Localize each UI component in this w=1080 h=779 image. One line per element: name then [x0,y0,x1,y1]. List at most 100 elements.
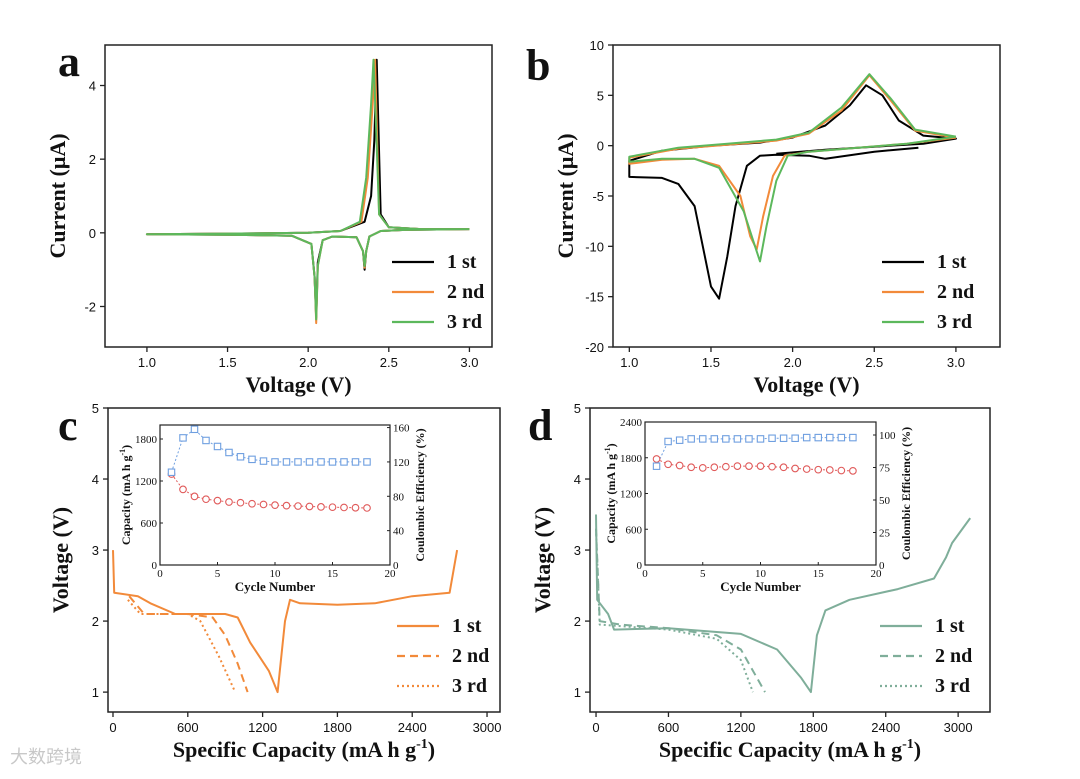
capacity-point [825,466,834,474]
legend-label: 2 nd [937,281,974,303]
inset-y-tick-label-right: 0 [879,560,885,572]
x-tick-label: 2400 [398,720,427,735]
inset-y-tick-label-left: 1200 [620,489,643,501]
inset-y-tick-label-right: 75 [879,463,891,475]
y-tick-label: 3 [92,543,99,558]
capacity-point [733,462,742,470]
legend-label: 1 st [937,251,967,273]
capacity-point [791,464,800,473]
watermark: 大数跨境 [10,747,82,768]
inset-chart: 0 5 10 15 2006001200180024000255075100Cycle … [603,417,913,594]
efficiency-point [363,458,371,466]
capacity-point [756,462,765,470]
y-tick-label: -2 [84,299,96,314]
y-tick-label: 4 [574,472,581,487]
y-tick-label: 2 [89,152,96,167]
capacity-point [248,499,256,508]
capacity-point [363,504,371,512]
efficiency-point [687,435,695,443]
capacity-point [305,502,314,511]
series-line-1st [112,549,459,694]
x-tick-label: 1.0 [620,355,638,370]
efficiency-point [225,448,233,457]
inset-y-tick-label-left: 0 [637,560,643,572]
x-tick-label: 1800 [799,720,828,735]
efficiency-point [710,435,719,443]
inset-x-tick-label: 20 [871,568,883,580]
series-line-2nd [128,595,249,693]
efficiency-point [213,442,222,451]
inset-y-tick-label-right: 0 [393,560,399,572]
capacity-point [179,485,187,494]
efficiency-point [791,434,799,442]
efficiency-point [722,435,730,443]
capacity-point [849,467,857,475]
efficiency-point [190,425,199,434]
inset-frame [644,421,877,566]
x-tick-label: 600 [658,720,680,735]
panel-letter: c [58,401,78,450]
series-line-2nd [145,58,470,325]
capacity-point [351,503,360,512]
inset-x-tick-label: 15 [327,568,339,580]
efficiency-point [698,435,707,443]
capacity-point [675,461,684,470]
x-axis-label-end: ) [914,737,921,762]
x-tick-label: 2.0 [299,355,317,370]
series-line-3rd [595,528,754,693]
series-line-1st [628,84,957,300]
efficiency-point [675,436,684,444]
x-tick-label: 3.0 [460,355,478,370]
efficiency-point [779,434,788,442]
y-axis-label: Voltage (V) [48,507,73,613]
efficiency-point [756,435,765,443]
x-tick-label: 600 [177,720,199,735]
legend-label: 1 st [452,615,482,637]
efficiency-point [167,468,176,476]
inset-x-tick-label: 5 [215,568,221,580]
panel-letter: d [528,401,552,450]
legend-label: 2 nd [447,281,484,303]
series-line-2nd [628,74,957,251]
inset-y-tick-label-left: 1800 [620,453,643,465]
inset-y-label-end: ) [604,443,618,447]
efficiency-point [849,433,857,442]
legend-label: 2 nd [935,645,972,667]
x-axis-label: Voltage (V) [245,372,351,397]
x-tick-label: 0 [592,720,599,735]
x-tick-label: 2.5 [865,355,883,370]
legend-label: 2 nd [452,645,489,667]
plot-frame [107,407,501,713]
capacity-point [802,465,811,473]
legend-label: 3 rd [452,675,487,697]
x-tick-label: 2.0 [784,355,802,370]
y-tick-label: -20 [585,340,604,355]
x-tick-label: 0 [109,720,116,735]
y-tick-label: -5 [592,189,604,204]
panel-letter: a [58,37,80,86]
inset-y-tick-label-right: 25 [879,528,891,540]
y-tick-label: 5 [597,88,604,103]
x-tick-label: 1.5 [219,355,237,370]
capacity-point [779,463,788,472]
efficiency-point [271,458,279,466]
y-tick-label: 10 [590,38,604,53]
inset-frame [159,424,391,566]
series-line-1st [595,514,972,694]
series-line-3rd [145,58,470,321]
inset-x-tick-label: 0 [642,568,648,580]
x-axis-label-superscript: -1 [902,737,914,752]
y-tick-label: 2 [574,614,581,629]
y-tick-label: 1 [92,685,99,700]
y-tick-label: -10 [585,239,604,254]
series-line-3rd [628,73,957,263]
capacity-point [698,464,707,472]
x-tick-label: 1.0 [138,355,156,370]
capacity-point [236,498,245,507]
y-axis-label: Voltage (V) [530,507,555,613]
inset-y-tick-label-left: 600 [141,518,158,530]
capacity-point [710,463,719,472]
legend-label: 3 rd [447,311,482,333]
capacity-point [259,500,268,509]
